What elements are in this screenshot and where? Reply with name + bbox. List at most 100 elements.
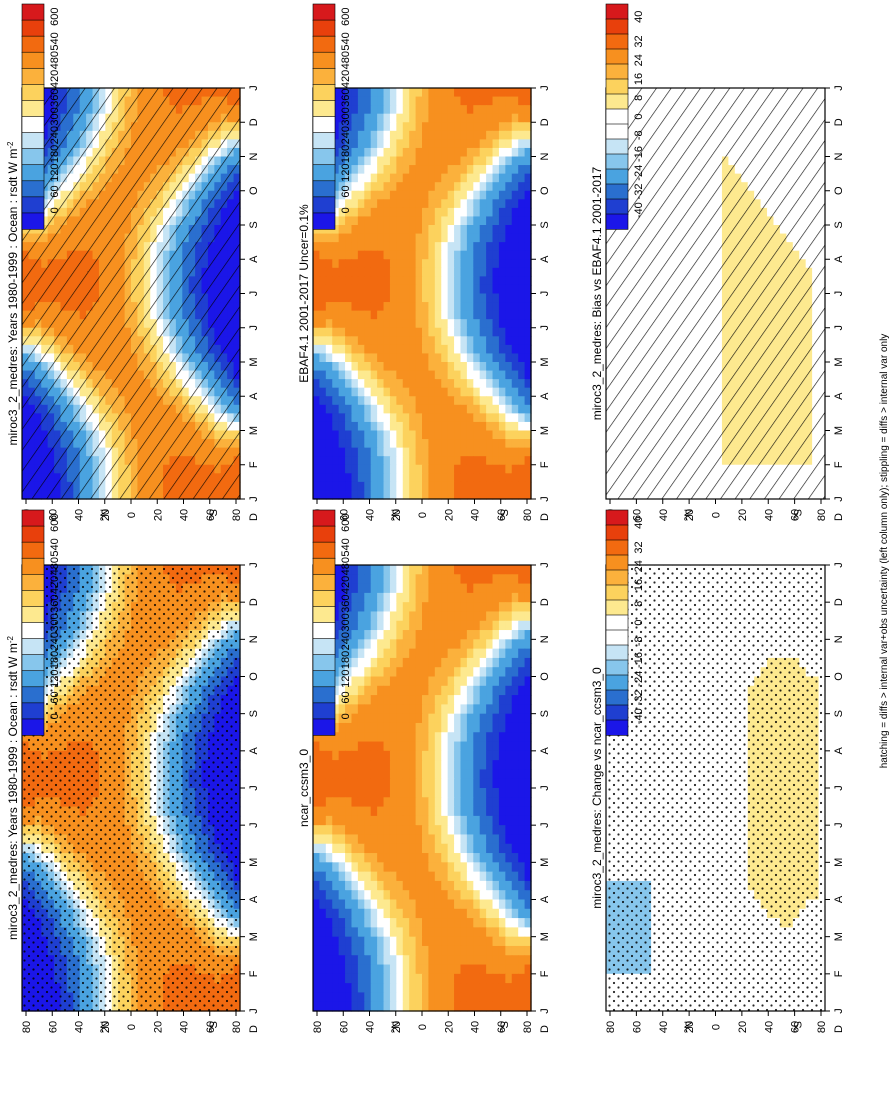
lat-tick-label: 0 <box>126 1024 138 1030</box>
colorbar-label: 360 <box>49 89 61 107</box>
lat-tick-label: 20 <box>152 509 164 521</box>
colorbar-label: 300 <box>49 613 61 631</box>
colorbar-swatch <box>313 165 335 181</box>
colorbar-label: 600 <box>49 514 61 532</box>
colorbar-label: 180 <box>49 145 61 163</box>
colorbar-swatch <box>313 117 335 133</box>
month-tick-label: M <box>833 426 845 435</box>
colorbar-swatch <box>22 623 44 639</box>
colorbar-swatch <box>606 184 628 199</box>
colorbar-label: 480 <box>49 51 61 69</box>
month-tick-label: M <box>833 932 845 941</box>
colorbar-label: -32 <box>633 690 645 706</box>
month-tick-label: J <box>833 85 845 91</box>
colorbar-swatch <box>22 655 44 671</box>
lat-unit-south: °S <box>208 509 220 521</box>
colorbar-swatch <box>606 660 628 675</box>
month-tick-label: F <box>248 970 260 977</box>
colorbar-label: 360 <box>340 595 352 613</box>
lat-tick-label: 20 <box>443 1021 455 1033</box>
month-tick-label: D <box>539 513 551 521</box>
lat-tick-label: 0 <box>711 1024 723 1030</box>
colorbar-swatch <box>22 4 44 20</box>
month-tick-label: F <box>833 970 845 977</box>
month-tick-label: D <box>833 118 845 126</box>
month-tick-label: J <box>539 291 551 297</box>
colorbar-swatch <box>606 49 628 64</box>
lat-tick-label: 80 <box>522 1021 534 1033</box>
panel-title: EBAF4.1 2001-2017 Uncer=0.1% <box>297 204 311 383</box>
month-tick-label: M <box>539 357 551 366</box>
colorbar-swatch <box>22 558 44 574</box>
title-superscript: -2 <box>6 635 15 643</box>
colorbar-label: -40 <box>633 708 645 724</box>
month-tick-label: J <box>248 85 260 91</box>
colorbar-swatch <box>22 526 44 542</box>
colorbar-swatch <box>22 671 44 687</box>
colorbar-label: 40 <box>633 11 645 23</box>
colorbar-swatch <box>22 149 44 165</box>
month-tick-label: S <box>833 221 845 228</box>
colorbar-swatch <box>313 52 335 68</box>
colorbar-label: -8 <box>633 636 645 646</box>
lat-tick-label: 40 <box>74 1021 86 1033</box>
colorbar-swatch <box>606 510 628 525</box>
lat-tick-label: 80 <box>816 509 828 521</box>
colorbar-swatch <box>22 165 44 181</box>
month-tick-label: J <box>833 325 845 331</box>
colorbar-swatch <box>313 213 335 229</box>
panel-left-bot: 80604020020406080°N°SJFMAMJJASONDJDmiroc… <box>590 4 845 521</box>
lat-unit-north: °N <box>390 1021 402 1033</box>
month-tick-label: M <box>248 932 260 941</box>
colorbar-label: 120 <box>49 164 61 182</box>
panel-title: ncar_ccsm3_0 <box>297 749 311 827</box>
month-tick-label: D <box>539 598 551 606</box>
lat-tick-label: 40 <box>365 1021 377 1033</box>
colorbar-swatch <box>313 639 335 655</box>
colorbar-swatch <box>22 574 44 590</box>
month-tick-label: O <box>539 672 551 681</box>
stippling-overlay <box>606 565 825 1011</box>
colorbar-label: 300 <box>49 107 61 125</box>
month-tick-label: A <box>833 392 845 400</box>
colorbar-label: -24 <box>633 165 645 181</box>
colorbar-label: 24 <box>633 560 645 572</box>
colorbar-label: -16 <box>633 146 645 162</box>
colorbar-swatch <box>606 124 628 139</box>
month-tick-label: S <box>248 221 260 228</box>
lat-tick-label: 40 <box>365 509 377 521</box>
colorbar-swatch <box>606 570 628 585</box>
colorbar-label: 16 <box>633 579 645 591</box>
colorbar-swatch <box>313 542 335 558</box>
lat-tick-label: 0 <box>417 1024 429 1030</box>
month-tick-label: J <box>539 1008 551 1014</box>
colorbar-swatch <box>606 139 628 154</box>
month-tick-label: S <box>248 710 260 717</box>
lat-tick-label: 40 <box>763 509 775 521</box>
colorbar-swatch <box>22 542 44 558</box>
colorbar-label: 180 <box>340 145 352 163</box>
lat-tick-label: 40 <box>179 509 191 521</box>
month-tick-label: F <box>248 461 260 468</box>
month-tick-label: J <box>248 562 260 568</box>
colorbar-swatch <box>313 655 335 671</box>
colorbar-swatch <box>22 68 44 84</box>
colorbar-label: -32 <box>633 184 645 200</box>
month-tick-label: D <box>248 513 260 521</box>
colorbar-swatch <box>606 79 628 94</box>
month-tick-label: D <box>539 118 551 126</box>
month-tick-label: A <box>833 255 845 263</box>
month-tick-label: O <box>248 186 260 195</box>
lat-unit-south: °S <box>208 1021 220 1033</box>
colorbar-swatch <box>313 526 335 542</box>
colorbar-swatch <box>313 719 335 735</box>
colorbar-label: 600 <box>49 8 61 26</box>
colorbar-swatch <box>606 705 628 720</box>
colorbar-swatch <box>606 169 628 184</box>
month-tick-label: O <box>833 672 845 681</box>
colorbar-label: 600 <box>340 8 352 26</box>
lat-tick-label: 40 <box>470 1021 482 1033</box>
colorbar-swatch <box>313 671 335 687</box>
